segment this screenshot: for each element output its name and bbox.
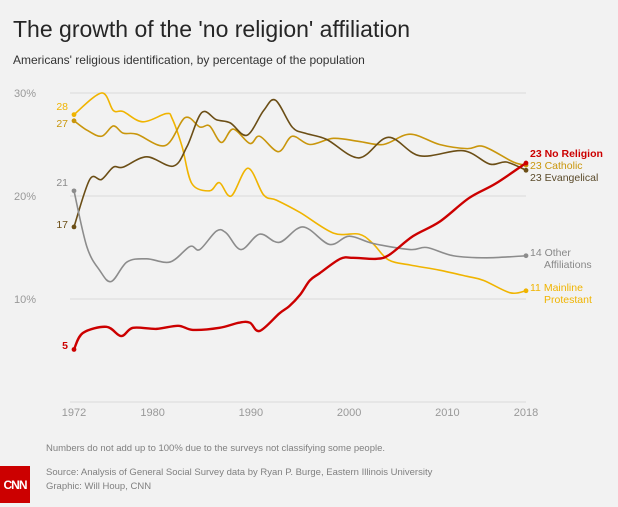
start-label-other-affiliations: 21 (56, 177, 68, 189)
end-label-other-affiliations: 14 Other (530, 247, 571, 259)
start-label-evangelical: 17 (56, 219, 68, 231)
y-tick-label: 10% (14, 294, 36, 306)
end-point-evangelical (523, 167, 529, 173)
start-point-mainline-protestant (71, 112, 77, 118)
x-tick-label: 1972 (62, 407, 86, 419)
series-line-other-affiliations (73, 190, 527, 283)
chart-title: The growth of the 'no religion' affiliat… (13, 16, 411, 42)
cnn-logo: CNN (0, 466, 30, 503)
start-label-no-religion: 5 (62, 340, 68, 352)
end-point-mainline-protestant (523, 288, 529, 294)
start-point-evangelical (71, 224, 77, 230)
source-note: Source: Analysis of General Social Surve… (46, 467, 433, 478)
credit-note: Graphic: Will Houp, CNN (46, 481, 152, 492)
end-label-no-religion: 23 No Religion (530, 148, 603, 160)
end-label-mainline-protestant: 11 Mainline (530, 282, 583, 294)
end-point-no-religion (523, 160, 529, 166)
series-line-evangelical (73, 98, 527, 228)
start-point-no-religion (71, 347, 77, 352)
series-line-no-religion (72, 162, 527, 351)
y-tick-label: 20% (14, 191, 36, 203)
series-line-catholic (73, 116, 527, 166)
x-tick-label: 1980 (140, 407, 164, 419)
series-line-mainline-protestant (73, 92, 527, 295)
end-label-mainline-protestant: Protestant (544, 294, 592, 306)
chart-subtitle: Americans' religious identification, by … (13, 53, 365, 67)
end-point-other-affiliations (523, 253, 529, 259)
x-tick-label: 2000 (337, 407, 361, 419)
x-tick-label: 2010 (435, 407, 459, 419)
end-label-evangelical: 23 Evangelical (530, 172, 598, 184)
x-tick-label: 2018 (514, 407, 538, 419)
start-label-catholic: 27 (56, 118, 68, 130)
start-point-other-affiliations (71, 188, 77, 194)
start-point-catholic (71, 118, 77, 124)
y-tick-label: 30% (14, 88, 36, 100)
end-label-catholic: 23 Catholic (530, 160, 583, 172)
start-label-mainline-protestant: 28 (56, 101, 68, 113)
disclaimer-note: Numbers do not add up to 100% due to the… (46, 443, 386, 454)
x-tick-label: 1990 (239, 407, 263, 419)
end-label-other-affiliations: Affiliations (544, 259, 592, 271)
